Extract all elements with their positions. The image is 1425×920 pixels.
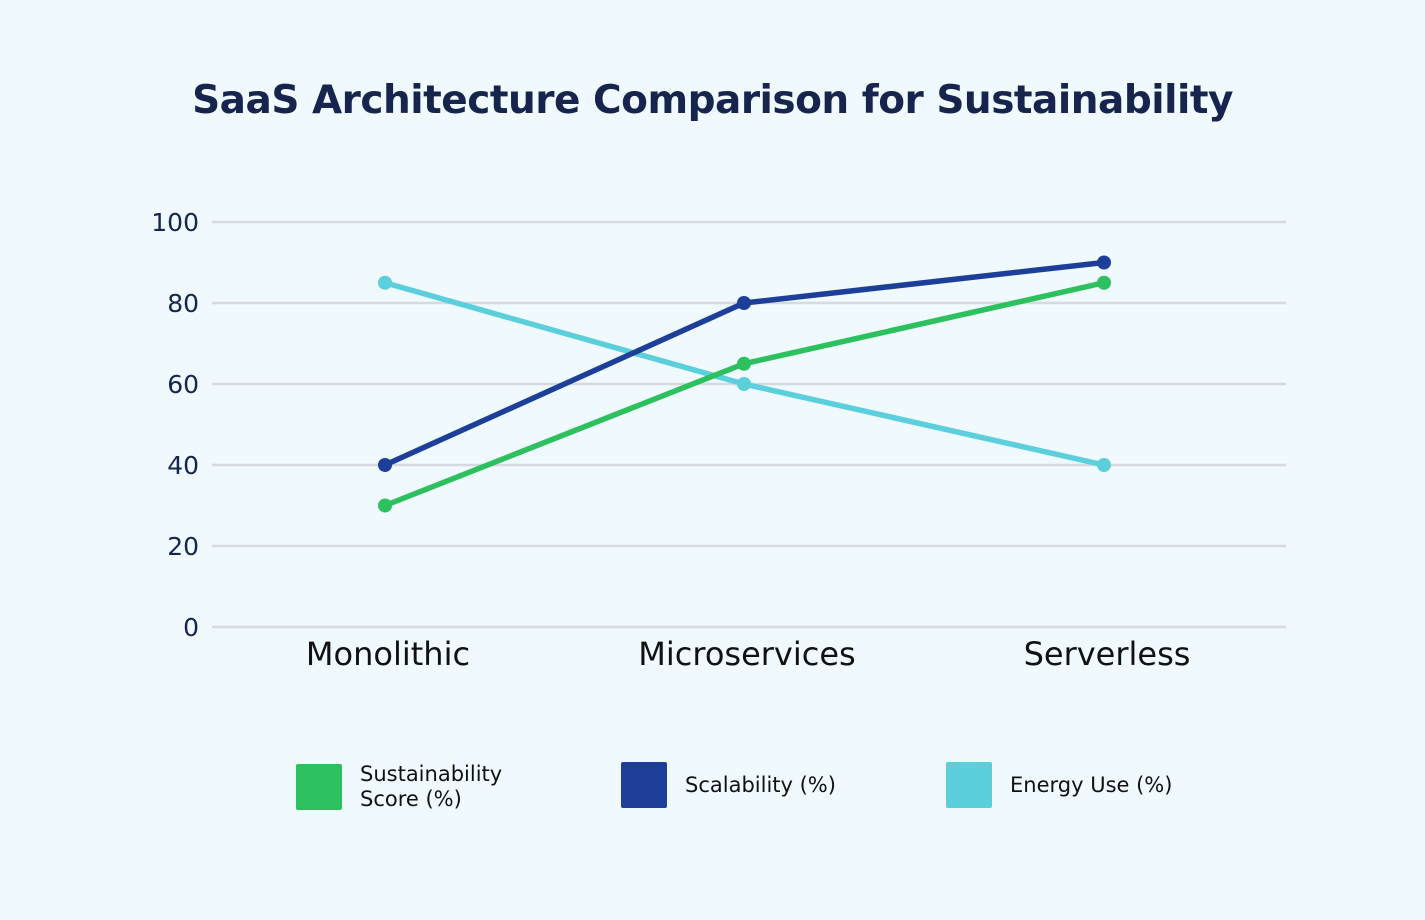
data-point xyxy=(737,377,751,391)
data-point xyxy=(737,356,751,371)
y-tick-label: 40 xyxy=(167,451,199,480)
x-tick-label: Monolithic xyxy=(306,635,470,673)
series-1 xyxy=(378,255,1111,472)
y-tick-label: 0 xyxy=(183,613,199,642)
data-point xyxy=(378,498,392,513)
series-2 xyxy=(378,275,1111,472)
legend-item-energy-use: Energy Use (%) xyxy=(946,762,1172,808)
legend-swatch xyxy=(296,764,342,810)
chart-title: SaaS Architecture Comparison for Sustain… xyxy=(192,78,1233,123)
y-tick-label: 20 xyxy=(167,532,199,561)
legend-label: Energy Use (%) xyxy=(1010,772,1173,797)
data-point xyxy=(1097,458,1111,472)
legend-swatch xyxy=(621,762,667,808)
series-0 xyxy=(378,275,1111,513)
y-axis-ticks: 0 20 40 60 80 100 xyxy=(151,208,199,642)
gridlines xyxy=(212,220,1286,629)
x-tick-label: Microservices xyxy=(638,635,855,673)
data-point xyxy=(378,458,392,472)
legend-swatch xyxy=(946,762,992,808)
legend-label: Scalability (%) xyxy=(685,772,836,797)
legend-item-scalability: Scalability (%) xyxy=(621,762,836,808)
data-point xyxy=(1097,275,1111,290)
x-tick-label: Serverless xyxy=(1024,635,1191,673)
y-tick-label: 100 xyxy=(151,208,199,237)
legend-item-sustainability: Sustainability Score (%) xyxy=(296,762,502,812)
x-axis-ticks: Monolithic Microservices Serverless xyxy=(306,635,1191,673)
data-point xyxy=(378,275,392,290)
data-point xyxy=(737,296,751,310)
legend-label: Sustainability Score (%) xyxy=(360,762,503,811)
series-line xyxy=(382,280,1107,509)
series-line xyxy=(382,280,1107,468)
y-tick-label: 60 xyxy=(167,370,199,399)
data-point xyxy=(1097,255,1111,270)
series-lines xyxy=(378,255,1111,513)
y-tick-label: 80 xyxy=(167,289,199,318)
